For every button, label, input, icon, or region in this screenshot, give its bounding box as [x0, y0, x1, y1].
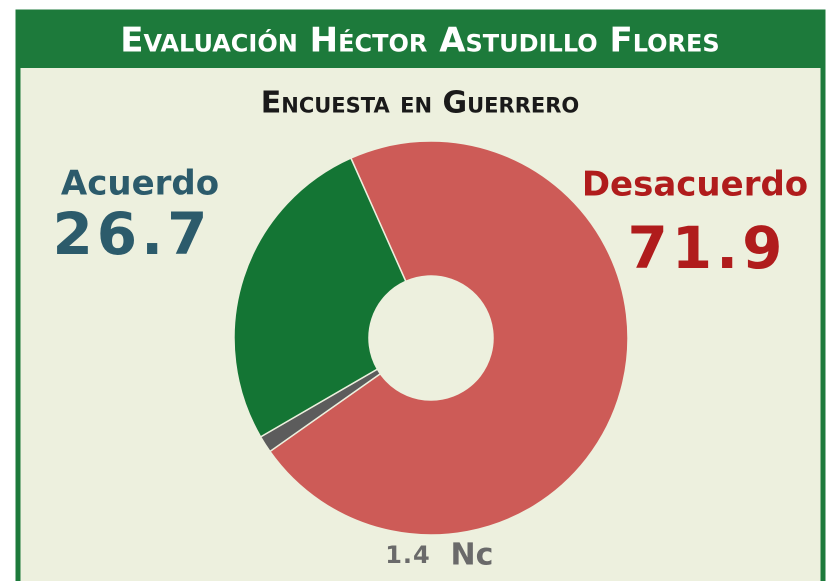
legend-label: Desacuerdo: [582, 165, 808, 205]
header-band: [18, 12, 823, 68]
legend-label: Nc: [451, 538, 494, 573]
chart-title: Evaluación Héctor Astudillo Flores: [120, 21, 719, 61]
slice: [233, 157, 407, 438]
legend-label: Acuerdo: [61, 164, 219, 204]
slice: [268, 140, 629, 536]
value-label: 1.4: [385, 541, 431, 569]
chart-subtitle: Encuesta en Guerrero: [261, 86, 580, 121]
value-label: 26.7: [52, 200, 211, 268]
value-label: 71.9: [627, 214, 786, 282]
